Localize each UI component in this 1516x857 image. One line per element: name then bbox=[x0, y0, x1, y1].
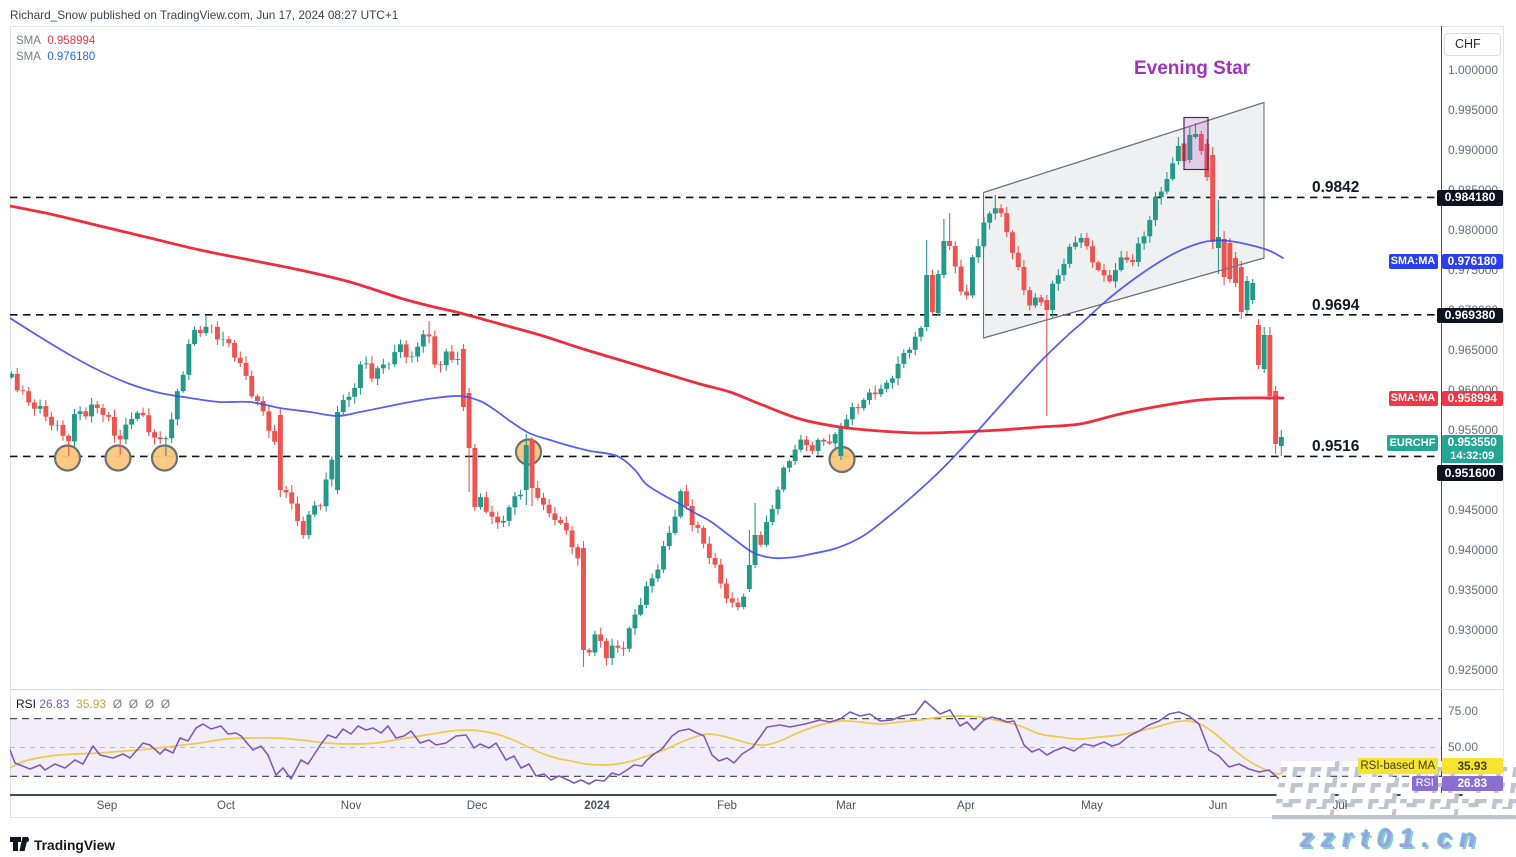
svg-text:TradingView: TradingView bbox=[34, 838, 115, 853]
